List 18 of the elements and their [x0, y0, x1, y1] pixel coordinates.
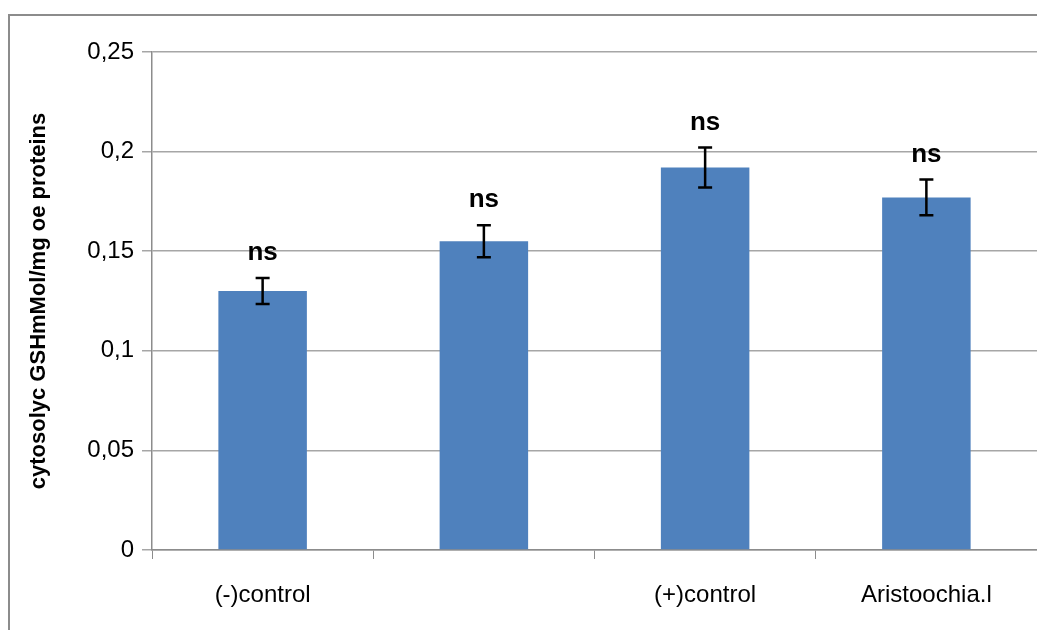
y-axis-title: cytosolyc GSHmMol/mg oe proteins	[25, 112, 51, 490]
y-tick-label: 0,1	[100, 335, 134, 363]
data-label: ns	[247, 236, 278, 267]
x-tick-label: Aristoochia.l	[861, 580, 992, 608]
bar	[660, 167, 750, 550]
bar	[439, 241, 529, 550]
y-tick-label: 0,05	[87, 435, 134, 463]
y-tick-label: 0,25	[87, 36, 134, 64]
data-label: ns	[689, 105, 721, 136]
data-label: ns	[468, 183, 500, 214]
y-tick-label: 0	[120, 534, 134, 562]
x-tick-label: (-)control	[214, 580, 311, 608]
y-tick-label: 0,15	[87, 235, 134, 263]
bar	[218, 291, 307, 550]
data-label: ns	[911, 137, 942, 168]
y-tick-label: 0,2	[100, 136, 134, 164]
bar	[882, 197, 971, 550]
x-tick-label: (+)control	[654, 580, 757, 608]
